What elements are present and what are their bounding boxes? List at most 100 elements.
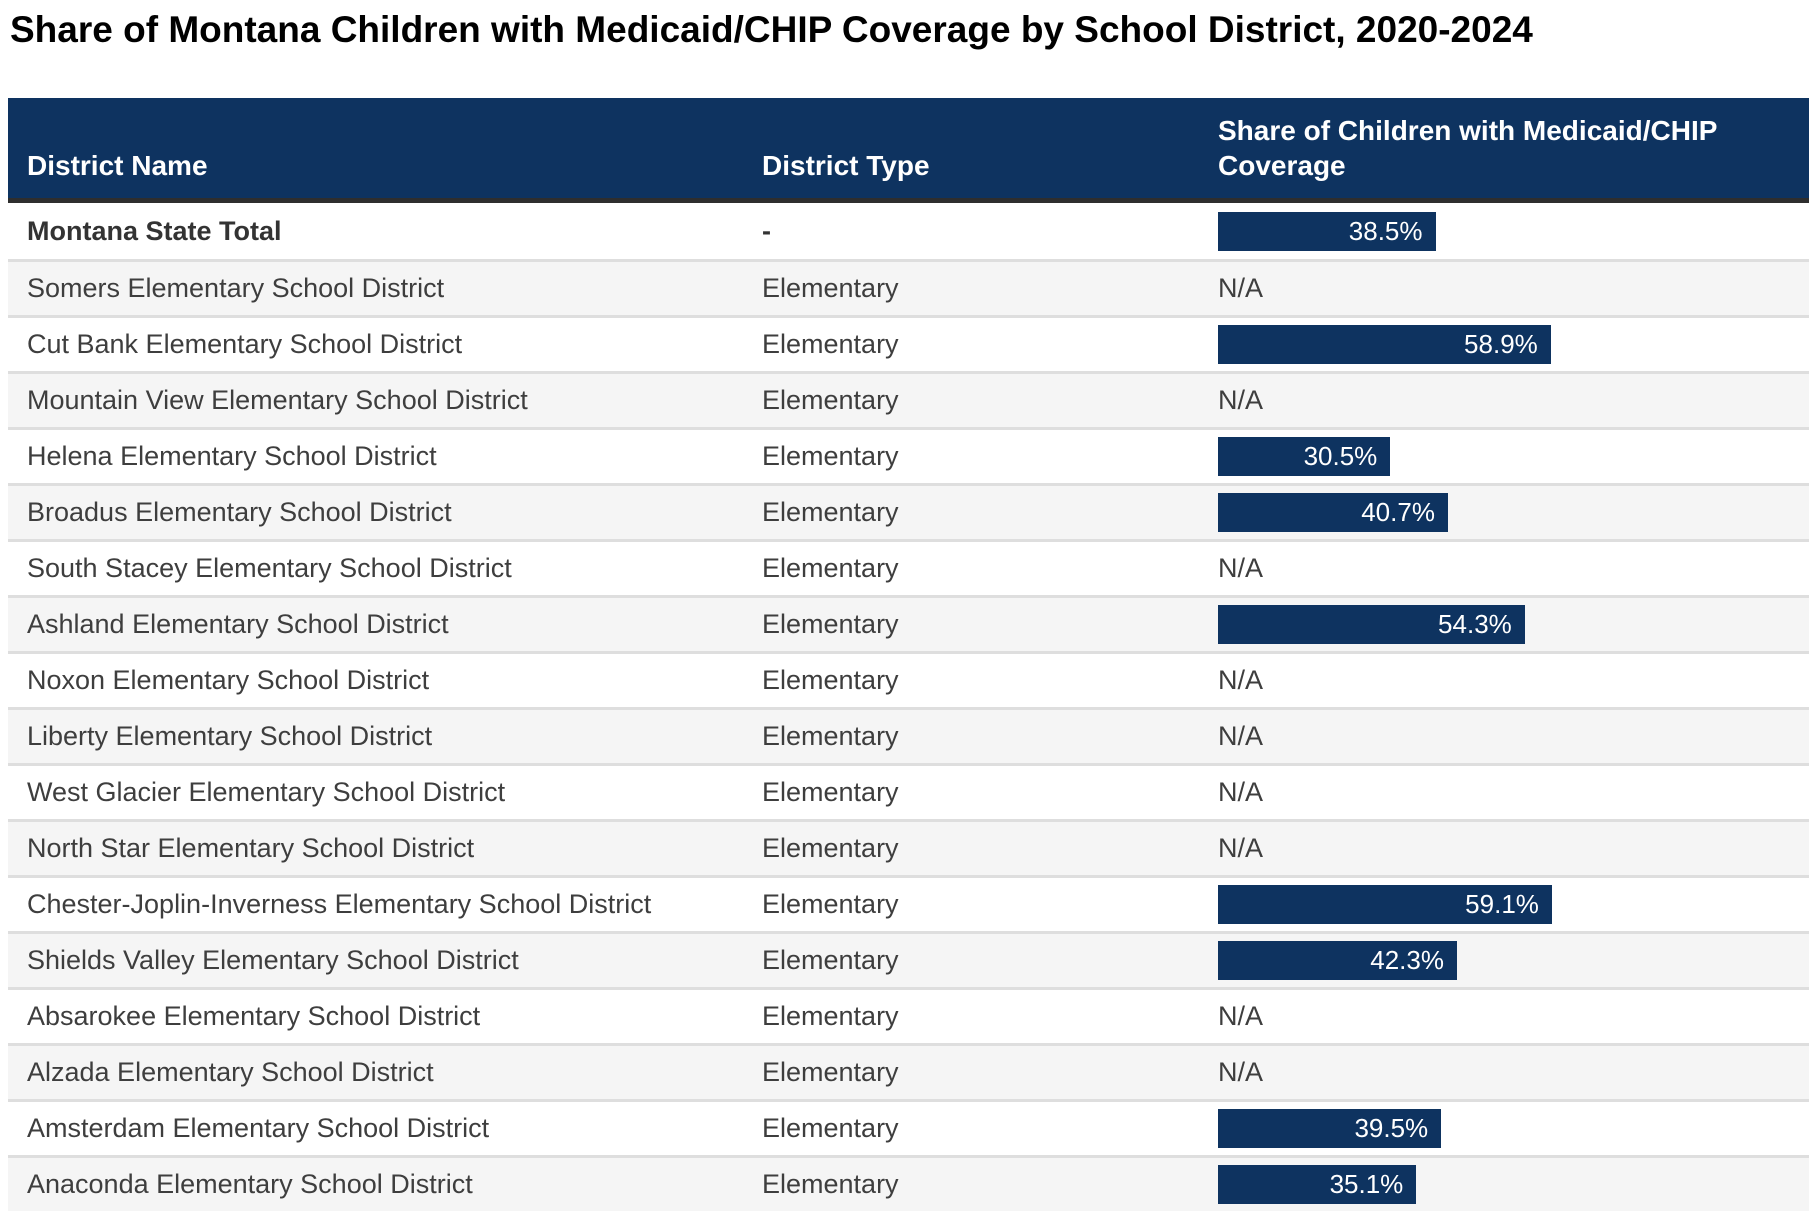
coverage-na-value: N/A bbox=[1218, 833, 1264, 863]
table-row: Anaconda Elementary School District Eleme… bbox=[8, 1155, 1809, 1211]
coverage-bar: 54.3% bbox=[1218, 605, 1525, 644]
coverage-cell: 42.3% bbox=[1218, 941, 1809, 980]
district-name-cell: Anaconda Elementary School District bbox=[27, 1169, 473, 1199]
table-row: West Glacier Elementary School District E… bbox=[8, 763, 1809, 819]
table-body: Montana State Total - 38.5% Somers Elementa… bbox=[8, 203, 1809, 1211]
col-header-share-line1: Share of Children with Medicaid/CHIP bbox=[1218, 115, 1718, 146]
coverage-cell: N/A bbox=[1218, 1001, 1809, 1032]
district-type-cell: Elementary bbox=[762, 441, 899, 471]
coverage-na-value: N/A bbox=[1218, 777, 1264, 807]
district-type-cell: Elementary bbox=[762, 385, 899, 415]
table-row: Somers Elementary School District Element… bbox=[8, 259, 1809, 315]
district-name-cell: Chester-Joplin-Inverness Elementary Scho… bbox=[27, 889, 652, 919]
table-header-row: District Name District Type Share of Chi… bbox=[8, 98, 1809, 203]
district-type-cell: Elementary bbox=[762, 721, 899, 751]
table-row: Liberty Elementary School District Elemen… bbox=[8, 707, 1809, 763]
district-name-cell: Helena Elementary School District bbox=[27, 441, 437, 471]
coverage-cell: N/A bbox=[1218, 665, 1809, 696]
coverage-bar-value: 30.5% bbox=[1303, 441, 1378, 471]
coverage-bar-value: 40.7% bbox=[1361, 497, 1435, 527]
coverage-bar: 42.3% bbox=[1218, 941, 1457, 980]
coverage-bar: 38.5% bbox=[1218, 211, 1436, 251]
district-type-cell: Elementary bbox=[762, 889, 899, 919]
district-type-cell: - bbox=[762, 215, 771, 246]
district-name-cell: Mountain View Elementary School District bbox=[27, 385, 528, 415]
coverage-bar-value: 35.1% bbox=[1329, 1169, 1404, 1199]
col-header-share-line2: Coverage bbox=[1218, 150, 1346, 181]
coverage-table: District Name District Type Share of Chi… bbox=[8, 98, 1809, 1211]
district-type-cell: Elementary bbox=[762, 273, 899, 303]
district-name-cell: Liberty Elementary School District bbox=[27, 721, 433, 751]
coverage-bar-value: 54.3% bbox=[1438, 609, 1512, 639]
district-name-cell: West Glacier Elementary School District bbox=[27, 777, 506, 807]
coverage-bar-value: 58.9% bbox=[1464, 329, 1538, 359]
coverage-cell: 39.5% bbox=[1218, 1109, 1809, 1148]
district-name-cell: Shields Valley Elementary School Distric… bbox=[27, 945, 519, 975]
table-row: South Stacey Elementary School District E… bbox=[8, 539, 1809, 595]
district-name-cell: Somers Elementary School District bbox=[27, 273, 445, 303]
page-title: Share of Montana Children with Medicaid/… bbox=[10, 9, 1533, 50]
coverage-bar: 58.9% bbox=[1218, 325, 1551, 364]
table-row: Cut Bank Elementary School District Eleme… bbox=[8, 315, 1809, 371]
coverage-cell: N/A bbox=[1218, 553, 1809, 584]
district-type-cell: Elementary bbox=[762, 833, 899, 863]
district-name-cell: Montana State Total bbox=[27, 215, 282, 246]
district-type-cell: Elementary bbox=[762, 497, 899, 527]
coverage-cell: N/A bbox=[1218, 385, 1809, 416]
table-row: Broadus Elementary School District Elemen… bbox=[8, 483, 1809, 539]
table-row: Amsterdam Elementary School District Elem… bbox=[8, 1099, 1809, 1155]
coverage-na-value: N/A bbox=[1218, 553, 1264, 583]
table-row: Noxon Elementary School District Elementa… bbox=[8, 651, 1809, 707]
coverage-na-value: N/A bbox=[1218, 385, 1264, 415]
district-name-cell: North Star Elementary School District bbox=[27, 833, 475, 863]
coverage-cell: 38.5% bbox=[1218, 211, 1809, 251]
table-row: Alzada Elementary School District Element… bbox=[8, 1043, 1809, 1099]
table-row: Shields Valley Elementary School Distric… bbox=[8, 931, 1809, 987]
coverage-na-value: N/A bbox=[1218, 1057, 1264, 1087]
coverage-bar: 40.7% bbox=[1218, 493, 1448, 532]
coverage-bar: 35.1% bbox=[1218, 1165, 1417, 1204]
district-name-cell: Absarokee Elementary School District bbox=[27, 1001, 481, 1031]
district-type-cell: Elementary bbox=[762, 1113, 899, 1143]
coverage-cell: 30.5% bbox=[1218, 437, 1809, 476]
coverage-na-value: N/A bbox=[1218, 1001, 1264, 1031]
coverage-cell: 40.7% bbox=[1218, 493, 1809, 532]
coverage-cell: 54.3% bbox=[1218, 605, 1809, 644]
coverage-bar: 39.5% bbox=[1218, 1109, 1442, 1148]
coverage-cell: 35.1% bbox=[1218, 1165, 1809, 1204]
district-name-cell: South Stacey Elementary School District bbox=[27, 553, 512, 583]
col-header-district-type: District Type bbox=[762, 150, 930, 181]
coverage-cell: N/A bbox=[1218, 777, 1809, 808]
table-row: Montana State Total - 38.5% bbox=[8, 203, 1809, 259]
col-header-district-name: District Name bbox=[27, 150, 208, 181]
coverage-bar-value: 39.5% bbox=[1354, 1113, 1429, 1143]
coverage-cell: N/A bbox=[1218, 1057, 1809, 1088]
district-type-cell: Elementary bbox=[762, 609, 899, 639]
district-type-cell: Elementary bbox=[762, 665, 899, 695]
district-name-cell: Cut Bank Elementary School District bbox=[27, 329, 463, 359]
district-type-cell: Elementary bbox=[762, 1169, 899, 1199]
table-row: Mountain View Elementary School District… bbox=[8, 371, 1809, 427]
district-type-cell: Elementary bbox=[762, 1001, 899, 1031]
coverage-na-value: N/A bbox=[1218, 273, 1264, 303]
table-row: Ashland Elementary School District Elemen… bbox=[8, 595, 1809, 651]
table-row: Absarokee Elementary School District Elem… bbox=[8, 987, 1809, 1043]
district-type-cell: Elementary bbox=[762, 1057, 899, 1087]
coverage-bar: 59.1% bbox=[1218, 885, 1552, 924]
district-name-cell: Noxon Elementary School District bbox=[27, 665, 430, 695]
coverage-bar-value: 59.1% bbox=[1465, 889, 1539, 919]
coverage-bar: 30.5% bbox=[1218, 437, 1391, 476]
district-type-cell: Elementary bbox=[762, 553, 899, 583]
table-row: Chester-Joplin-Inverness Elementary Scho… bbox=[8, 875, 1809, 931]
district-type-cell: Elementary bbox=[762, 777, 899, 807]
coverage-cell: N/A bbox=[1218, 833, 1809, 864]
coverage-na-value: N/A bbox=[1218, 721, 1264, 751]
district-name-cell: Ashland Elementary School District bbox=[27, 609, 449, 639]
coverage-bar-value: 42.3% bbox=[1370, 945, 1444, 975]
table-row: Helena Elementary School District Element… bbox=[8, 427, 1809, 483]
coverage-cell: 58.9% bbox=[1218, 325, 1809, 364]
coverage-cell: 59.1% bbox=[1218, 885, 1809, 924]
district-name-cell: Amsterdam Elementary School District bbox=[27, 1113, 490, 1143]
table-row: North Star Elementary School District Ele… bbox=[8, 819, 1809, 875]
coverage-cell: N/A bbox=[1218, 273, 1809, 304]
